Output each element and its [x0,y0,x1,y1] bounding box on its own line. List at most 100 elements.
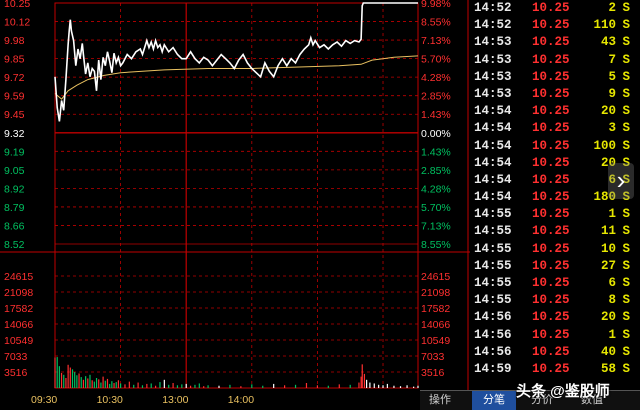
tick-row: 14:53 10.25 5 S [470,69,640,86]
tick-price: 10.25 [532,1,570,15]
tick-price: 10.25 [532,121,570,136]
tick-volume: 2 [608,1,616,15]
tick-side: S [622,276,630,290]
tick-price: 10.25 [532,69,570,84]
price-tick-label: 10.25 [4,0,30,10]
pct-tick-label: 5.70% [421,54,451,66]
time-tick-label: 09:30 [31,394,57,406]
tick-side: S [622,1,630,15]
tick-price: 10.25 [532,327,570,342]
tick-row: 14:59 10.25 58 S [470,361,640,378]
tick-row: 14:56 10.25 20 S [470,309,640,326]
tick-time: 14:53 [474,35,512,50]
tick-price: 10.25 [532,241,570,256]
tick-side: S [622,258,630,273]
tick-time: 14:56 [474,344,512,359]
tick-time: 14:59 [474,361,512,376]
tick-side: S [622,327,630,342]
tick-side: S [622,104,630,119]
tick-volume: 58 [600,361,616,376]
tick-price: 10.25 [532,310,570,325]
tick-side: S [622,207,630,222]
tick-price: 10.25 [532,172,570,187]
pct-tick-label: 5.70% [421,202,451,214]
tick-price: 10.25 [532,190,570,205]
intraday-chart[interactable]: 10.25 9.98% 10.12 8.55% 9.98 7.13% 9.85 5.70% 9.… [0,0,470,409]
tick-side: S [622,121,630,136]
tick-side: S [622,86,630,101]
volume-tick-label-right: 10549 [421,335,450,347]
tick-row: 14:54 10.25 20 S [470,103,640,120]
tick-price: 10.25 [532,344,570,359]
tab-values[interactable]: 数值 [581,394,603,406]
volume-tick-label: 14066 [4,319,33,331]
tick-volume: 10 [600,241,616,256]
tick-row: 14:54 10.25 3 S [470,120,640,137]
tick-row: 14:54 10.25 180 S [470,189,640,206]
volume-tick-label-right: 7033 [421,351,445,363]
tick-time: 14:55 [474,276,512,290]
tick-side: S [622,18,630,33]
tick-price: 10.25 [532,207,570,222]
tick-volume: 20 [600,310,616,325]
tick-side: S [622,190,630,205]
tick-side: S [622,52,630,67]
tick-time: 14:55 [474,207,512,222]
tick-row: 14:55 10.25 10 S [470,241,640,258]
tick-volume: 6 [608,276,616,290]
tick-row: 14:52 10.25 2 S [470,0,640,17]
tick-price: 10.25 [532,18,570,33]
chevron-right-icon[interactable]: › [608,163,634,199]
volume-tick-label-right: 14066 [421,319,450,331]
tab-price-volume[interactable]: 分价 [531,394,553,406]
tab-operate[interactable]: 操作 [429,394,451,406]
tick-volume: 20 [600,104,616,119]
price-tick-label: 9.45 [4,109,25,121]
tick-side: S [622,138,630,153]
tick-side: S [622,69,630,84]
tick-side: S [622,293,630,308]
tick-side: S [622,310,630,325]
tick-price: 10.25 [532,258,570,273]
tick-list[interactable]: 14:52 10.25 2 S 14:52 10.25 110 S 14:53 10.25 43 S 1… [470,0,640,392]
volume-tick-label: 7033 [4,351,28,363]
price-line [54,2,418,122]
price-tick-label: 9.19 [4,146,25,158]
price-tick-label: 9.85 [4,54,25,66]
volume-tick-label: 24615 [4,271,33,283]
volume-tick-label-right: 21098 [421,287,450,299]
tick-row: 14:55 10.25 8 S [470,292,640,309]
tick-volume: 180 [593,190,616,205]
tick-volume: 1 [608,327,616,342]
watermark: 头条 @鉴股师 [516,383,610,400]
average-price-line [54,55,419,100]
tick-side: S [622,241,630,256]
volume-tick-label: 21098 [4,287,33,299]
pct-tick-label: 2.85% [421,165,451,177]
tick-volume: 43 [600,35,616,50]
volume-bars [54,357,419,388]
tick-side: S [622,35,630,50]
tick-row: 14:54 10.25 6 S [470,172,640,189]
price-tick-label: 8.52 [4,239,25,251]
tick-row: 14:55 10.25 27 S [470,258,640,275]
price-tick-label: 8.79 [4,202,25,214]
tick-volume: 5 [608,69,616,84]
pct-tick-label: 7.13% [421,35,451,47]
tick-price: 10.25 [532,138,570,153]
tick-volume: 20 [600,155,616,170]
tab-ticks[interactable]: 分笔 [472,391,516,410]
volume-tick-label: 17582 [4,303,33,315]
tick-volume: 40 [600,344,616,359]
tick-volume: 3 [608,121,616,136]
tick-volume: 1 [608,207,616,222]
tick-time: 14:55 [474,258,512,273]
tick-time: 14:54 [474,172,512,187]
pct-tick-label: 7.13% [421,220,451,232]
tick-volume: 7 [608,52,616,67]
pct-tick-label: 4.28% [421,72,451,84]
tick-time: 14:53 [474,86,512,101]
tick-volume: 11 [600,224,616,239]
pct-tick-label: 9.98% [421,0,451,10]
tick-volume: 8 [608,293,616,308]
